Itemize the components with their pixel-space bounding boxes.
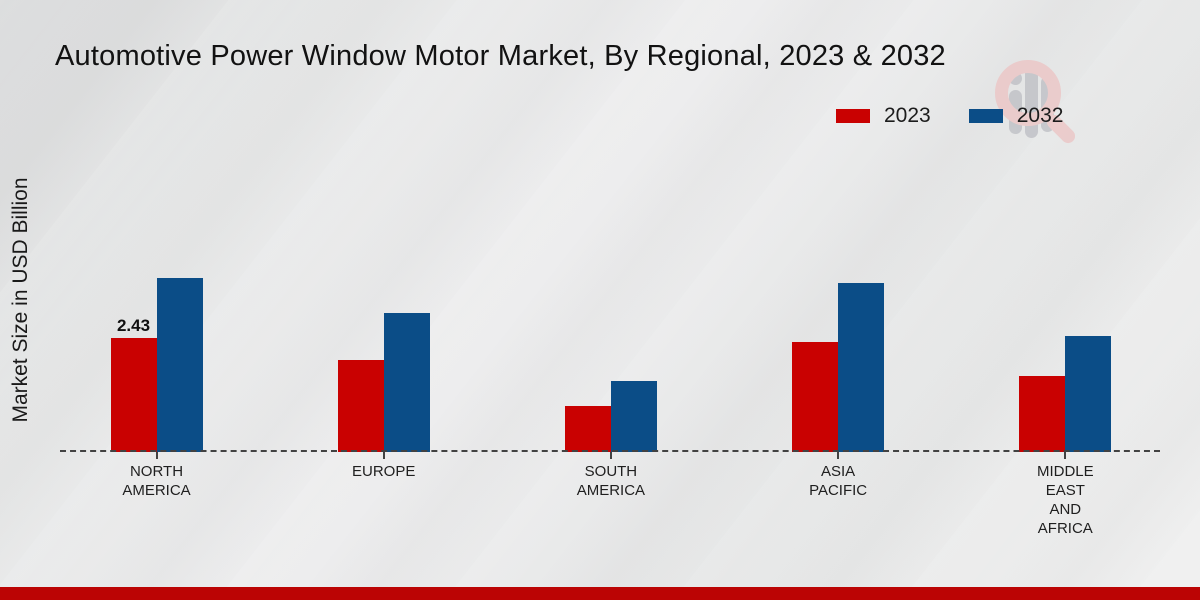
category-label-middle-east-and-africa: MIDDLE EAST AND AFRICA (1036, 463, 1094, 537)
brand-watermark-icon (985, 52, 1100, 152)
bar-2032-north-america (156, 278, 203, 452)
legend-swatch-2032 (968, 109, 1003, 123)
bar-2032-asia-pacific (838, 283, 885, 452)
category-label-north-america: NORTH AMERICA (122, 463, 191, 499)
x-axis-baseline (60, 450, 1160, 452)
legend-item-2032: 2032 (968, 104, 1064, 128)
x-axis-tick (382, 452, 385, 459)
legend-item-2023: 2023 (836, 104, 931, 128)
category-label-south-america: SOUTH AMERICA (576, 463, 646, 499)
bar-2023-europe (337, 360, 384, 452)
bar-2023-south-america (564, 406, 611, 452)
bar-2032-middle-east-and-africa (1065, 336, 1112, 452)
bar-2032-europe (383, 313, 430, 452)
x-axis-tick (837, 452, 840, 459)
bar-2023-middle-east-and-africa (1019, 376, 1066, 452)
legend-swatch-2023 (836, 109, 870, 123)
category-label-asia-pacific: ASIA PACIFIC (809, 463, 868, 499)
x-axis-tick (609, 452, 612, 459)
legend: 2023 2032 (836, 104, 1063, 128)
bar-2023-north-america (110, 338, 157, 452)
x-axis-tick (1064, 452, 1067, 459)
data-label-2023-north-america: 2.43 (116, 316, 151, 335)
bar-2032-south-america (610, 381, 657, 452)
bottom-accent-strip (0, 587, 1200, 600)
legend-label-2023: 2023 (884, 104, 931, 127)
x-axis-tick (155, 452, 158, 459)
legend-label-2032: 2032 (1016, 104, 1064, 127)
chart-title: Automotive Power Window Motor Market, By… (55, 40, 946, 72)
category-label-europe: EUROPE (352, 463, 416, 480)
bar-2023-asia-pacific (792, 342, 839, 452)
